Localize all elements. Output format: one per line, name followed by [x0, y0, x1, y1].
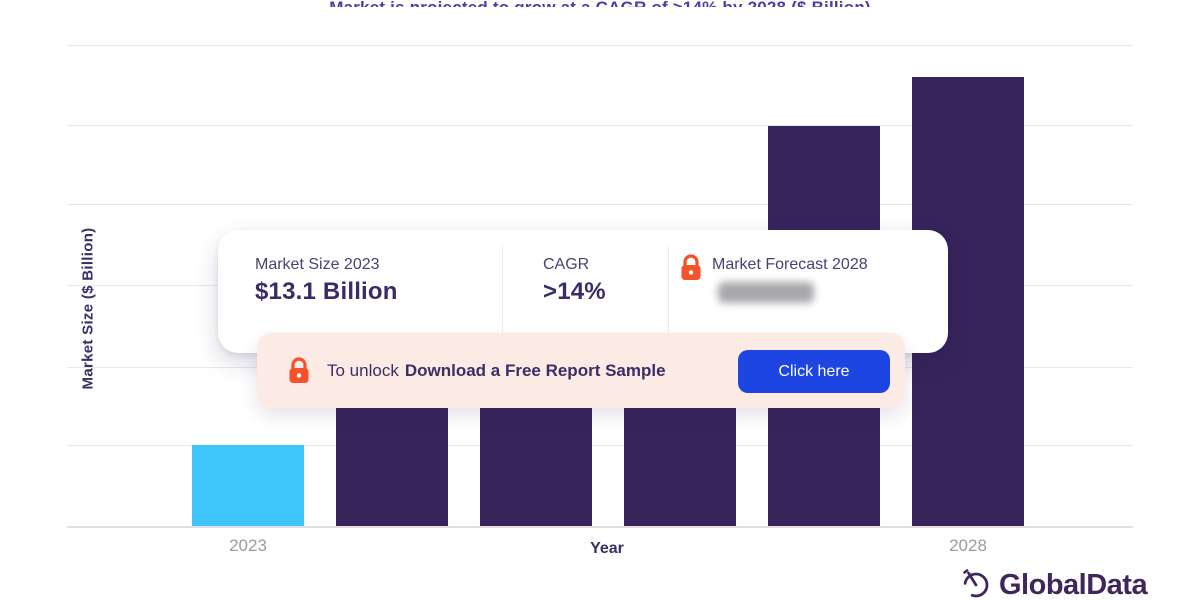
forecast-label: Market Forecast 2028 [712, 256, 868, 273]
unlock-message: To unlock Download a Free Report Sample [327, 333, 666, 408]
x-axis-line [67, 526, 1133, 528]
market-size-value: $13.1 Billion [255, 278, 398, 305]
market-size-label: Market Size 2023 [255, 256, 380, 273]
cagr-value: >14% [543, 278, 606, 305]
lock-icon [680, 254, 702, 281]
unlock-message-regular: To unlock [327, 360, 399, 380]
globaldata-logo-text: GlobalData [999, 569, 1148, 600]
market-size-stat: Market Size 2023 $13.1 Billion [255, 256, 398, 306]
click-here-button[interactable]: Click here [738, 350, 890, 393]
gridline [67, 45, 1133, 46]
card-divider [502, 246, 503, 337]
gridline [67, 445, 1133, 446]
globaldata-stopwatch-icon [960, 566, 992, 600]
clipped-chart-title: Market is projected to grow at a CAGR of… [0, 0, 1200, 7]
gridline [67, 204, 1133, 205]
unlock-banner: To unlock Download a Free Report Sample … [257, 333, 905, 408]
card-divider [668, 246, 669, 337]
chart-title-text: Market is projected to grow at a CAGR of… [329, 0, 871, 7]
unlock-message-bold: Download a Free Report Sample [404, 360, 666, 380]
x-tick-2028: 2028 [949, 536, 987, 555]
cagr-label: CAGR [543, 256, 590, 273]
y-axis-label: Market Size ($ Billion) [79, 227, 97, 390]
stats-card: Market Size 2023 $13.1 Billion CAGR >14%… [218, 230, 948, 353]
x-axis-label: Year [590, 540, 624, 557]
lock-icon [288, 357, 310, 384]
globaldata-logo: GlobalData [960, 566, 1148, 600]
x-tick-2023: 2023 [229, 536, 267, 555]
bar-2023 [192, 445, 304, 526]
forecast-stat: Market Forecast 2028 [712, 256, 868, 274]
forecast-value-blurred [718, 282, 814, 303]
cagr-stat: CAGR >14% [543, 256, 606, 306]
gridline [67, 125, 1133, 126]
